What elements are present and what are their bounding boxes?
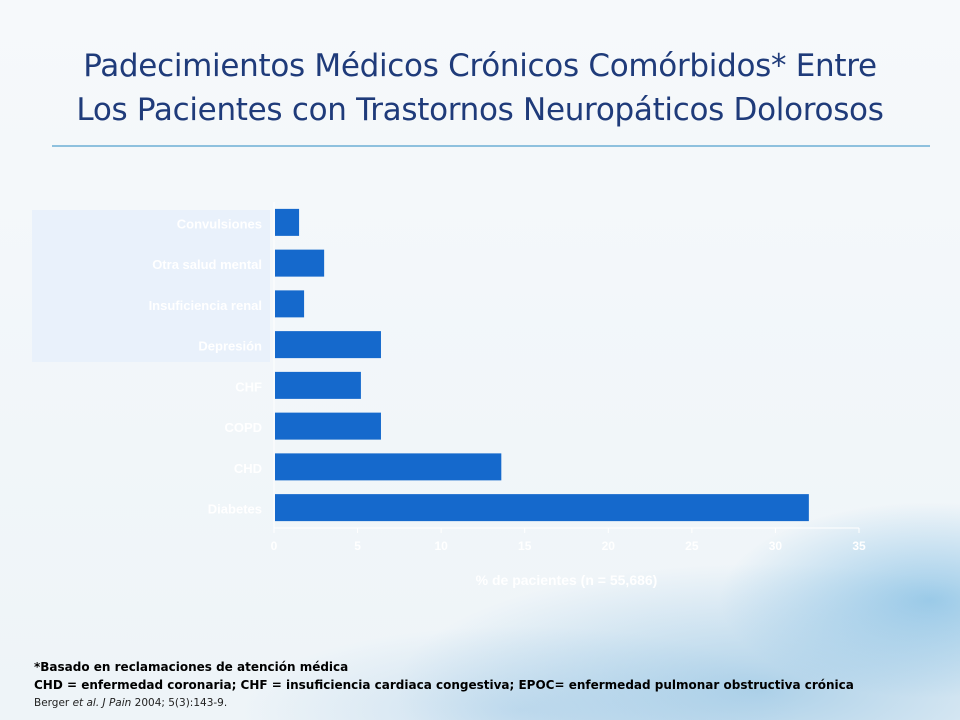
category-label-7: CHD [234, 461, 262, 476]
category-label-8: Diabetes [208, 502, 262, 517]
title-line-1: Padecimientos Médicos Crónicos Comórbido… [83, 48, 877, 84]
x-tick-label-6: 25 [685, 539, 699, 553]
label-highlight-panel [32, 210, 270, 362]
footnote-abbreviations: CHD = enfermedad coronaria; CHF = insufi… [34, 678, 854, 692]
citation-author: Berger [34, 697, 73, 709]
x-tick-label-8: 35 [852, 539, 866, 553]
footnotes: *Basado en reclamaciones de atención méd… [34, 658, 934, 712]
bar-7 [275, 453, 502, 481]
title-line-2: Los Pacientes con Trastornos Neuropático… [76, 92, 884, 128]
bar-8 [275, 494, 809, 522]
category-label-4: Depresión [198, 339, 262, 354]
x-tick-label-1: 0 [271, 539, 278, 553]
category-label-2: Otra salud mental [152, 257, 262, 272]
bar-2 [275, 249, 325, 277]
citation-etal: et al. [72, 697, 100, 709]
bar-4 [275, 331, 381, 359]
x-axis-title: % de pacientes (n = 55,686) [476, 572, 658, 588]
title-divider [52, 145, 930, 147]
footnote-citation: Berger et al. J Pain 2004; 5(3):143-9. [34, 694, 934, 712]
footnote-basis: *Basado en reclamaciones de atención méd… [34, 660, 349, 674]
bar-1 [275, 208, 300, 236]
category-label-5: CHF [235, 379, 262, 394]
x-tick-label-5: 20 [602, 539, 616, 553]
slide-title: Padecimientos Médicos Crónicos Comórbido… [0, 44, 960, 132]
x-tick-label-4: 15 [518, 539, 532, 553]
x-tick-label-3: 10 [434, 539, 448, 553]
category-label-3: Insuficiencia renal [149, 298, 262, 313]
x-tick-label-2: 5 [354, 539, 361, 553]
citation-rest: 2004; 5(3):143-9. [131, 697, 228, 709]
bar-5 [275, 371, 361, 399]
x-tick-label-7: 30 [769, 539, 783, 553]
citation-journal: J Pain [102, 697, 132, 709]
category-label-6: COPD [224, 420, 262, 435]
category-label-1: Convulsiones [177, 216, 262, 231]
bar-6 [275, 412, 381, 440]
bar-3 [275, 290, 305, 318]
